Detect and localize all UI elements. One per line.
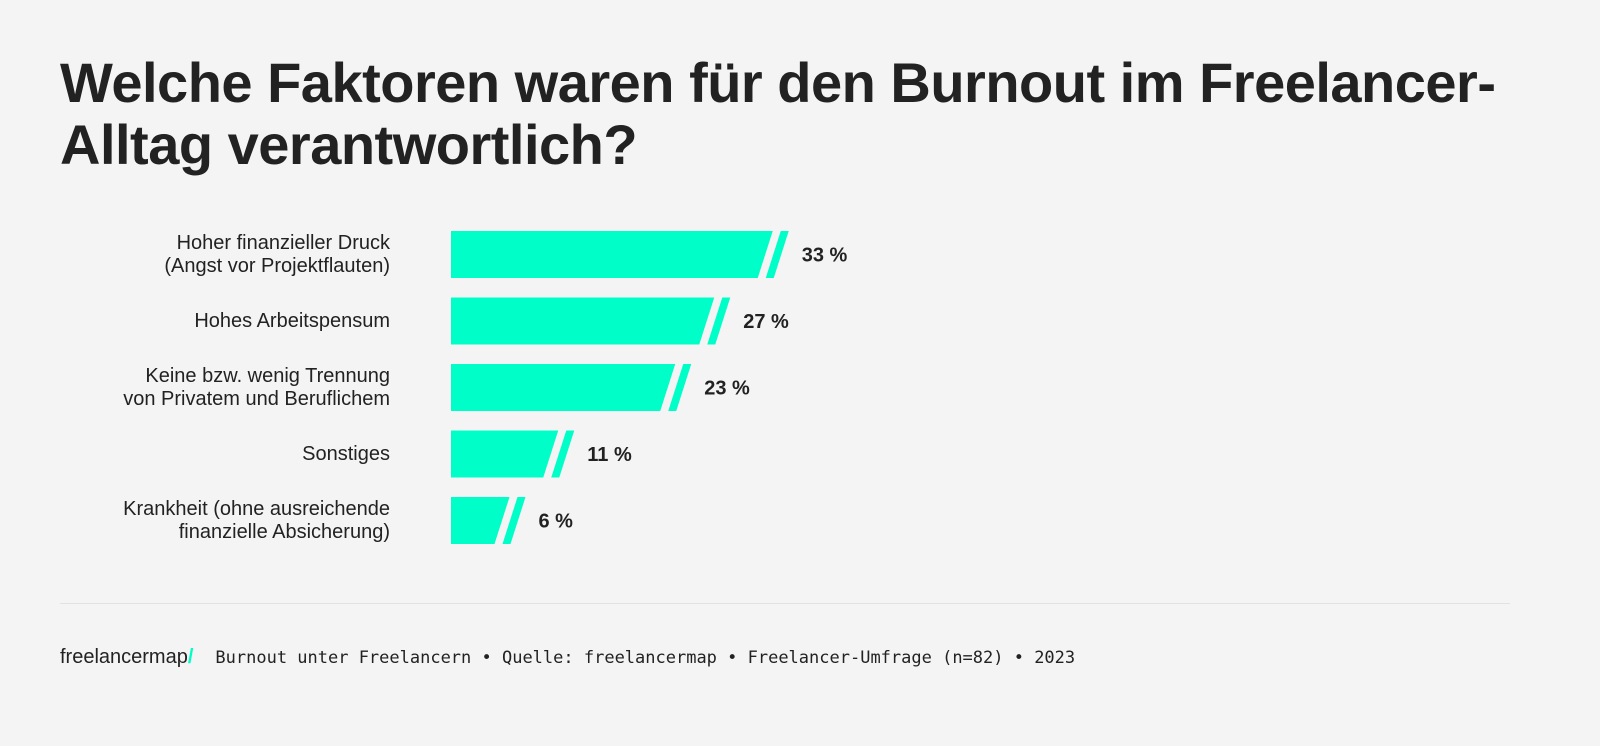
category-label-line: von Privatem und Beruflichem <box>123 387 390 410</box>
bar-slash-1 <box>707 297 731 345</box>
bar-slash-3 <box>551 430 575 478</box>
category-label: Hoher finanzieller Druck (Angst vor Proje… <box>164 232 390 278</box>
category-label: Sonstiges <box>302 443 390 466</box>
bar-4 <box>451 497 510 544</box>
category-label-line: Krankheit (ohne ausreichende <box>123 497 390 520</box>
value-label: 27 % <box>743 311 789 333</box>
category-label-line: Sonstiges <box>302 442 390 465</box>
bar-3 <box>451 430 559 478</box>
source-text: Burnout unter Freelancern • Quelle: free… <box>215 648 1076 668</box>
bar-slash-4 <box>502 497 526 544</box>
value-label: 11 % <box>587 444 632 466</box>
category-label: Krankheit (ohne ausreichende finanzielle … <box>123 498 390 544</box>
value-label: 23 % <box>704 378 750 400</box>
bar-slash-0 <box>765 231 789 278</box>
category-label-line: (Angst vor Projektflauten) <box>164 254 390 277</box>
divider <box>60 603 1510 604</box>
bar-0 <box>451 231 773 278</box>
bar-2 <box>451 364 676 411</box>
category-label-line: Hohes Arbeitspensum <box>194 309 390 332</box>
category-label-line: Hoher finanzieller Druck <box>176 231 390 254</box>
value-label: 6 % <box>539 511 574 533</box>
category-label: Hohes Arbeitspensum <box>194 310 390 333</box>
chart-title: Welche Faktoren waren für den Burnout im… <box>60 51 1496 176</box>
category-label-line: finanzielle Absicherung) <box>178 520 390 543</box>
freelancermap-logo: freelancermap/ <box>60 646 194 668</box>
category-label: Keine bzw. wenig Trennung von Privatem un… <box>123 365 390 411</box>
bar-1 <box>451 297 715 345</box>
category-label-line: Keine bzw. wenig Trennung <box>145 364 390 387</box>
bar-slash-2 <box>668 364 692 411</box>
value-label: 33 % <box>802 245 848 267</box>
footer: freelancermap/ Burnout unter Freelancern… <box>60 646 1075 669</box>
